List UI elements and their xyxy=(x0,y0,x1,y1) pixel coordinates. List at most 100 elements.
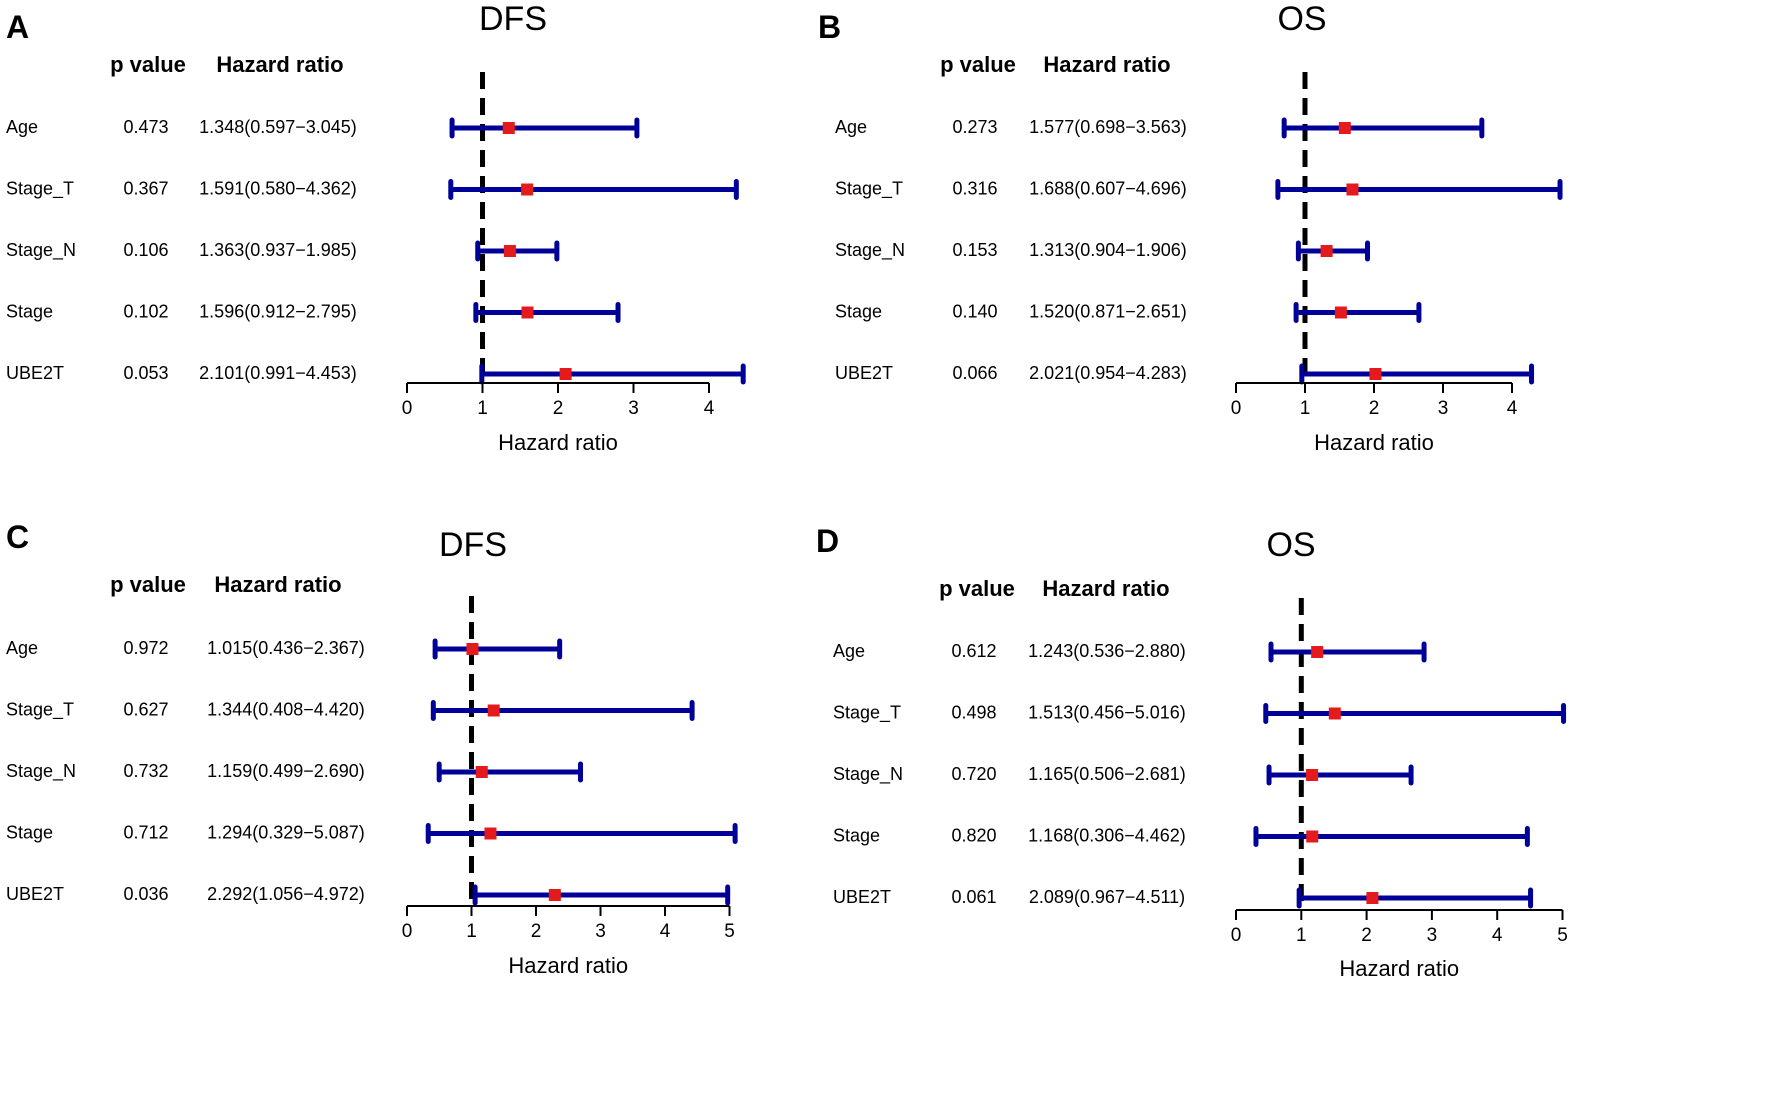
forest-row-stage-t: Stage_T 0.316 1.688(0.607−4.696) xyxy=(835,179,1563,200)
hazard-ratio-point xyxy=(1306,830,1319,843)
p-value: 0.498 xyxy=(951,703,996,723)
hazard-ratio-text: 1.591(0.580−4.362) xyxy=(199,179,357,199)
row-label: Stage_T xyxy=(6,700,74,721)
x-axis-label: Hazard ratio xyxy=(1314,430,1434,455)
hazard-ratio-text: 1.243(0.536−2.880) xyxy=(1028,641,1186,661)
hazard-ratio-point xyxy=(1328,707,1341,720)
p-value: 0.712 xyxy=(123,823,168,843)
panel-a: A DFS p value Hazard ratio Age 0.473 1.348(0.5… xyxy=(6,0,746,455)
hazard-ratio-text: 1.520(0.871−2.651) xyxy=(1029,302,1187,322)
row-label: UBE2T xyxy=(6,363,64,383)
x-tick-label: 1 xyxy=(1296,925,1307,946)
forest-row-stage-n: Stage_N 0.732 1.159(0.499−2.690) xyxy=(6,761,584,783)
x-tick-label: 2 xyxy=(531,921,542,942)
panel-a-letter: A xyxy=(6,9,29,45)
pvalue-header: p value xyxy=(940,52,1016,77)
hazard-ratio-point xyxy=(1320,245,1333,257)
hazard-ratio-text: 1.577(0.698−3.563) xyxy=(1029,117,1187,137)
p-value: 0.061 xyxy=(951,887,996,907)
forest-row-stage: Stage 0.820 1.168(0.306−4.462) xyxy=(833,826,1530,847)
hazard-ratio-text: 1.513(0.456−5.016) xyxy=(1028,703,1186,723)
row-label: UBE2T xyxy=(6,884,64,904)
hazard-ratio-point xyxy=(475,766,488,778)
p-value: 0.036 xyxy=(123,884,168,904)
hazard-ratio-point xyxy=(1369,368,1382,380)
forest-row-stage-n: Stage_N 0.106 1.363(0.937−1.985) xyxy=(6,240,560,262)
panel-b: B OS p value Hazard ratio Age 0.273 1.577(0.69… xyxy=(818,0,1563,455)
p-value: 0.972 xyxy=(123,638,168,658)
forest-row-stage-t: Stage_T 0.367 1.591(0.580−4.362) xyxy=(6,179,739,200)
panel-a-title: DFS xyxy=(479,0,547,38)
hazard-ratio-point xyxy=(1306,769,1319,781)
pvalue-header: p value xyxy=(939,576,1015,601)
hazard-ratio-text: 1.168(0.306−4.462) xyxy=(1028,826,1186,846)
row-label: Stage_N xyxy=(835,240,905,261)
panel-d-letter: D xyxy=(816,523,839,559)
hazard-ratio-text: 1.015(0.436−2.367) xyxy=(207,638,365,658)
hazard-ratio-text: 1.363(0.937−1.985) xyxy=(199,240,357,260)
x-tick-label: 5 xyxy=(1557,925,1568,946)
x-tick-label: 1 xyxy=(1300,398,1311,419)
panel-b-letter: B xyxy=(818,9,841,45)
forest-row-age: Age 0.473 1.348(0.597−3.045) xyxy=(6,117,640,139)
forest-row-age: Age 0.273 1.577(0.698−3.563) xyxy=(835,117,1485,139)
x-tick-label: 5 xyxy=(724,921,735,942)
p-value: 0.153 xyxy=(952,240,997,260)
hazard-ratio-point xyxy=(484,827,497,840)
hazard-ratio-point xyxy=(1311,646,1324,658)
pvalue-header: p value xyxy=(110,572,186,597)
forest-row-ube2t: UBE2T 0.053 2.101(0.991−4.453) xyxy=(6,363,746,385)
hazard-ratio-point xyxy=(548,889,561,901)
forest-row-stage-t: Stage_T 0.498 1.513(0.456−5.016) xyxy=(833,703,1567,724)
hazard-ratio-header: Hazard ratio xyxy=(1043,52,1170,77)
forest-row-ube2t: UBE2T 0.061 2.089(0.967−4.511) xyxy=(833,887,1534,909)
hazard-ratio-text: 1.313(0.904−1.906) xyxy=(1029,240,1187,260)
hazard-ratio-point xyxy=(521,306,534,319)
x-tick-label: 2 xyxy=(1369,398,1380,419)
x-tick-label: 3 xyxy=(595,921,606,942)
forest-row-ube2t: UBE2T 0.066 2.021(0.954−4.283) xyxy=(835,363,1535,385)
hazard-ratio-point xyxy=(1338,122,1351,134)
row-label: Age xyxy=(6,117,38,137)
row-label: Stage_T xyxy=(6,179,74,200)
hazard-ratio-text: 2.021(0.954−4.283) xyxy=(1029,363,1187,383)
panel-d: D OS p value Hazard ratio Age 0.612 1.243(0.53… xyxy=(816,523,1568,981)
p-value: 0.732 xyxy=(123,761,168,781)
hazard-ratio-text: 1.165(0.506−2.681) xyxy=(1028,764,1186,784)
row-label: Stage xyxy=(6,823,53,843)
x-tick-label: 3 xyxy=(628,398,639,419)
hazard-ratio-text: 1.159(0.499−2.690) xyxy=(207,761,365,781)
hazard-ratio-point xyxy=(521,183,534,196)
hazard-ratio-point xyxy=(466,643,479,655)
x-axis-label: Hazard ratio xyxy=(508,953,628,978)
x-tick-label: 3 xyxy=(1438,398,1449,419)
hazard-ratio-text: 2.089(0.967−4.511) xyxy=(1029,887,1185,907)
hazard-ratio-header: Hazard ratio xyxy=(214,572,341,597)
panel-b-title: OS xyxy=(1277,0,1326,38)
x-tick-label: 0 xyxy=(402,398,413,419)
x-tick-label: 0 xyxy=(1231,925,1242,946)
row-label: UBE2T xyxy=(835,363,893,383)
x-tick-label: 4 xyxy=(1492,925,1503,946)
hazard-ratio-text: 1.688(0.607−4.696) xyxy=(1029,179,1187,199)
x-axis-label: Hazard ratio xyxy=(498,430,618,455)
forest-row-stage: Stage 0.140 1.520(0.871−2.651) xyxy=(835,302,1422,323)
p-value: 0.316 xyxy=(952,179,997,199)
x-tick-label: 0 xyxy=(402,921,413,942)
forest-row-age: Age 0.972 1.015(0.436−2.367) xyxy=(6,638,563,660)
x-tick-label: 3 xyxy=(1427,925,1438,946)
x-tick-label: 2 xyxy=(1361,925,1372,946)
p-value: 0.820 xyxy=(951,826,996,846)
panel-c-letter: C xyxy=(6,519,29,555)
panel-c: C DFS p value Hazard ratio Age 0.972 1.015(0.4… xyxy=(6,519,738,978)
hazard-ratio-point xyxy=(1366,892,1379,904)
p-value: 0.140 xyxy=(952,302,997,322)
p-value: 0.273 xyxy=(952,117,997,137)
p-value: 0.053 xyxy=(123,363,168,383)
p-value: 0.720 xyxy=(951,764,996,784)
hazard-ratio-point xyxy=(559,368,572,380)
p-value: 0.102 xyxy=(123,302,168,322)
p-value: 0.612 xyxy=(951,641,996,661)
